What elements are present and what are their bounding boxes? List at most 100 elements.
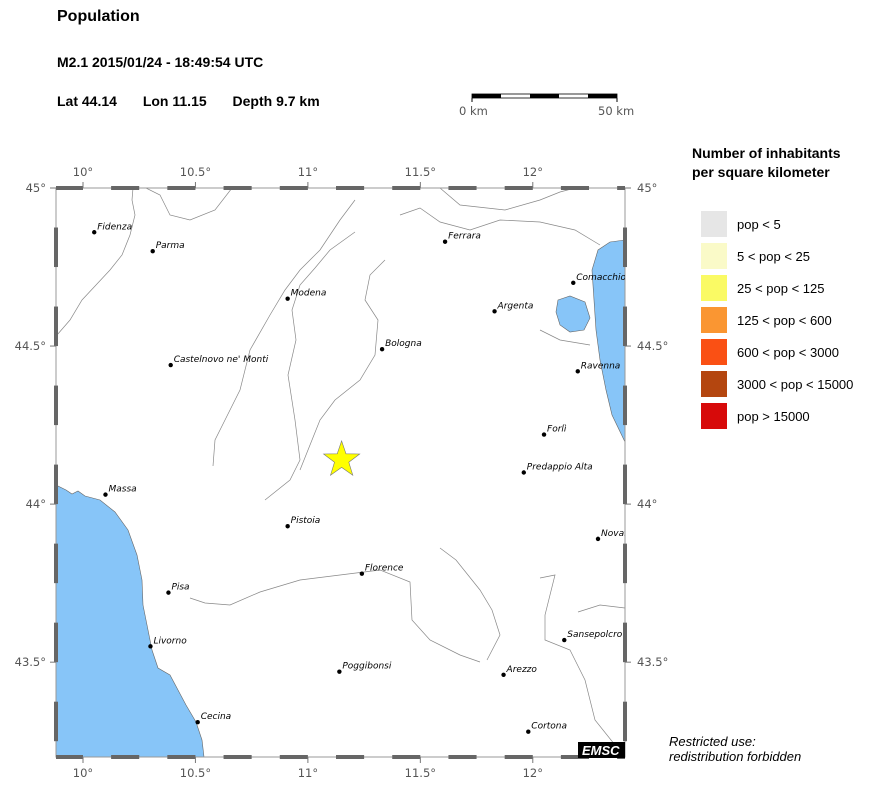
lon-tick-label: 11.5°: [405, 766, 436, 780]
lon-tick-label: 10°: [73, 766, 93, 780]
city-marker: Cecina: [195, 712, 232, 725]
city-dot-icon: [337, 669, 342, 674]
city-marker: Florence: [359, 564, 404, 576]
city-label: Arezzo: [506, 665, 538, 675]
city-marker: Cortona: [526, 722, 567, 734]
city-label: Bologna: [385, 339, 422, 349]
lat-tick-label: 44.5°: [637, 339, 668, 353]
legend-label: pop > 15000: [737, 408, 810, 424]
city-dot-icon: [148, 644, 153, 649]
legend-swatch: [701, 371, 727, 397]
city-marker: Fidenza: [92, 222, 132, 235]
city-label: Forlì: [547, 424, 567, 435]
city-dot-icon: [195, 720, 200, 725]
legend-label: 3000 < pop < 15000: [737, 376, 854, 392]
legend-title-line: per square kilometer: [692, 164, 830, 180]
usage-notice: Restricted use: redistribution forbidden: [669, 734, 801, 764]
lon-tick-label: 10.5°: [180, 766, 211, 780]
svg-text:EMSC: EMSC: [582, 743, 620, 758]
legend-label: 5 < pop < 25: [737, 248, 811, 264]
lat-tick-label: 43.5°: [15, 655, 46, 669]
city-label: Modena: [291, 289, 327, 299]
scale-bar: 0 km 50 km: [459, 93, 634, 118]
legend-label: 25 < pop < 125: [737, 280, 825, 296]
city-dot-icon: [521, 470, 526, 475]
city-dot-icon: [562, 637, 567, 643]
city-label: Ravenna: [581, 361, 621, 371]
city-dot-icon: [526, 729, 531, 734]
lon-tick-label: 11°: [298, 165, 318, 179]
longitude: Lon 11.15: [142, 93, 207, 109]
city-label: Parma: [156, 241, 185, 251]
city-label: Comacchio: [576, 273, 626, 283]
lat-tick-label: 45°: [26, 181, 46, 195]
city-label: Fidenza: [97, 222, 132, 232]
city-label: Novafeltria: [601, 529, 651, 539]
epicenter-star-icon: [322, 439, 361, 476]
lat-tick-label: 43.5°: [637, 655, 668, 669]
city-label: Massa: [108, 485, 136, 495]
legend-item: 3000 < pop < 15000: [701, 368, 853, 400]
city-label: Pistoia: [291, 516, 321, 526]
city-dot-icon: [359, 571, 365, 576]
legend-swatch: [701, 307, 727, 333]
city-dot-icon: [492, 309, 497, 314]
city-marker: Bologna: [379, 339, 422, 352]
legend-item: 600 < pop < 3000: [701, 336, 853, 368]
city-dot-icon: [595, 536, 601, 542]
city-marker: Sansepolcro: [562, 630, 623, 643]
city-marker: Livorno: [148, 636, 187, 649]
city-dot-icon: [571, 280, 576, 286]
lon-tick-label: 10°: [73, 165, 93, 179]
lon-tick-label: 11.5°: [405, 165, 436, 179]
city-marker: Modena: [285, 289, 326, 301]
tyrrhenian-sea: [56, 484, 205, 757]
latitude: Lat 44.14: [57, 93, 117, 109]
legend-item: 125 < pop < 600: [701, 304, 853, 336]
event-info: M2.1 2015/01/24 - 18:49:54 UTC: [57, 54, 264, 70]
city-label: Cortona: [531, 722, 567, 732]
lon-tick-label: 12°: [523, 766, 543, 780]
legend-label: 125 < pop < 600: [737, 312, 832, 328]
event-location: Lat 44.14 Lon 11.15 Depth 9.7 km: [57, 93, 342, 109]
boundaries: [56, 188, 625, 757]
city-marker: Ferrara: [442, 232, 481, 244]
city-marker: Arezzo: [501, 665, 538, 678]
notice-line: redistribution forbidden: [669, 749, 802, 764]
legend-swatch: [701, 275, 727, 301]
city-marker: Ravenna: [575, 361, 621, 374]
city-marker: Pistoia: [285, 516, 321, 529]
city-label: Castelnovo ne' Monti: [174, 355, 269, 365]
scale-end-label: 50 km: [598, 104, 634, 118]
legend-swatch: [701, 339, 727, 365]
city-dot-icon: [103, 492, 108, 497]
city-label: Florence: [365, 564, 404, 574]
city-dot-icon: [285, 296, 290, 301]
scale-start-label: 0 km: [459, 104, 488, 118]
legend-swatch: [701, 211, 727, 237]
city-dot-icon: [442, 239, 448, 244]
city-dot-icon: [501, 672, 506, 678]
city-marker: Argenta: [492, 301, 534, 314]
city-dot-icon: [92, 230, 97, 235]
map-title: Population: [57, 8, 140, 25]
depth: Depth 9.7 km: [232, 93, 320, 109]
notice-line: Restricted use:: [669, 734, 756, 749]
city-label: Cecina: [201, 712, 232, 722]
lagoon: [555, 295, 591, 333]
city-marker: Pisa: [166, 583, 190, 595]
legend-item: 25 < pop < 125: [701, 272, 853, 304]
legend-title-line: Number of inhabitants: [692, 145, 841, 161]
emsc-logo: EMSC: [578, 742, 625, 758]
legend-swatch: [701, 403, 727, 429]
city-marker: Comacchio: [571, 273, 626, 286]
lat-tick-label: 44°: [26, 497, 46, 511]
city-dot-icon: [150, 249, 155, 254]
lon-tick-label: 12°: [523, 165, 543, 179]
city-dot-icon: [541, 432, 547, 437]
city-label: Poggibonsi: [342, 662, 391, 672]
city-label: Argenta: [497, 301, 534, 311]
city-label: Livorno: [153, 636, 187, 646]
lat-tick-label: 45°: [637, 181, 657, 195]
